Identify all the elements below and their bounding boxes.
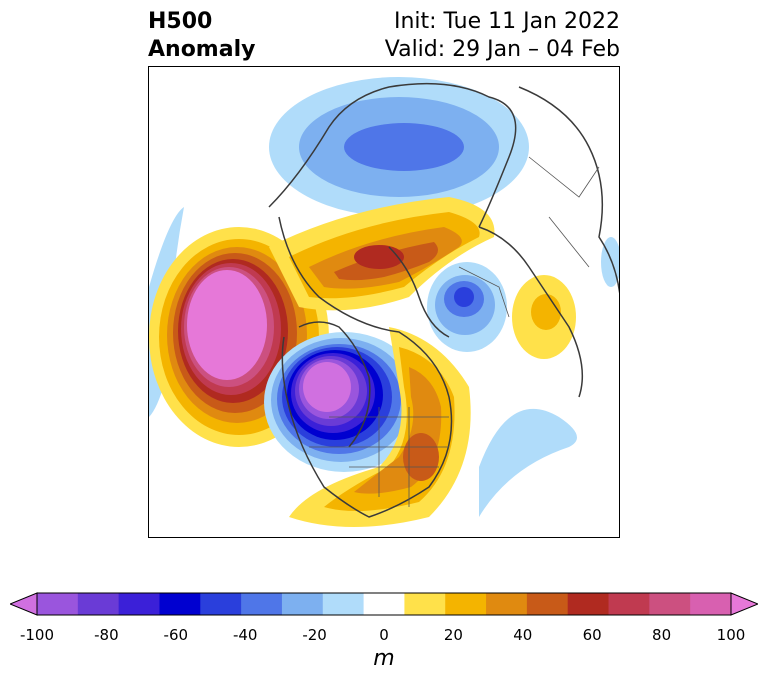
colorbar-cell xyxy=(322,593,365,615)
title-product: H500 xyxy=(148,9,213,34)
colorbar-cell xyxy=(526,593,569,615)
colorbar-cells xyxy=(10,592,758,616)
colorbar-tick-label: -40 xyxy=(232,626,258,644)
colorbar-cell xyxy=(486,593,528,615)
polar-map xyxy=(148,66,620,538)
colorbar-tick-label: 60 xyxy=(582,626,602,644)
colorbar-units: m xyxy=(373,646,395,671)
colorbar-cell xyxy=(281,593,324,615)
colorbar-cell xyxy=(118,593,160,615)
colorbar-cell xyxy=(77,593,120,615)
title-left: H500 Anomaly xyxy=(148,8,255,64)
anomaly-map-svg xyxy=(149,77,619,527)
colorbar-tick-label: 80 xyxy=(652,626,672,644)
colorbar-cell xyxy=(363,593,405,615)
negative-anomaly-west-north-america xyxy=(264,332,424,472)
positive-anomaly-arctic xyxy=(269,197,495,311)
colorbar-cell xyxy=(37,593,79,615)
colorbar-extend-max xyxy=(730,592,758,616)
colorbar-cell xyxy=(445,593,487,615)
colorbar-tick-label: 40 xyxy=(513,626,533,644)
colorbar-tick-label: -80 xyxy=(94,626,119,644)
colorbar-cell xyxy=(404,593,446,615)
colorbar-cell xyxy=(690,593,732,615)
title-right: Init: Tue 11 Jan 2022 Valid: 29 Jan – 04… xyxy=(385,8,620,64)
valid-time: Valid: 29 Jan – 04 Feb xyxy=(384,37,620,62)
positive-anomaly-middle-east xyxy=(512,275,576,359)
colorbar-extend-min xyxy=(10,592,38,616)
colorbar-cell xyxy=(649,593,691,615)
colorbar-tick-label: 20 xyxy=(443,626,463,644)
colorbar-cell xyxy=(200,593,242,615)
colorbar-tick-label: 100 xyxy=(716,626,746,644)
negative-anomaly-europe xyxy=(427,262,507,352)
colorbar-tick-label: 0 xyxy=(379,626,389,644)
positive-anomaly-east-north-america xyxy=(289,327,471,527)
colorbar xyxy=(10,592,758,616)
colorbar-tick-label: -100 xyxy=(19,626,55,644)
political-borders xyxy=(309,156,600,507)
title-field: Anomaly xyxy=(148,37,256,62)
colorbar-cell xyxy=(159,593,201,615)
negative-anomaly-siberia xyxy=(269,77,529,217)
colorbar-tick-label: -60 xyxy=(163,626,189,644)
colorbar-outline xyxy=(36,592,732,616)
colorbar-cell xyxy=(608,593,650,615)
colorbar-tick-label: -20 xyxy=(302,626,327,644)
colorbar-cell xyxy=(241,593,283,615)
negative-anomaly-atlantic xyxy=(479,408,577,517)
init-time: Init: Tue 11 Jan 2022 xyxy=(393,9,620,34)
colorbar-cell xyxy=(567,593,610,615)
